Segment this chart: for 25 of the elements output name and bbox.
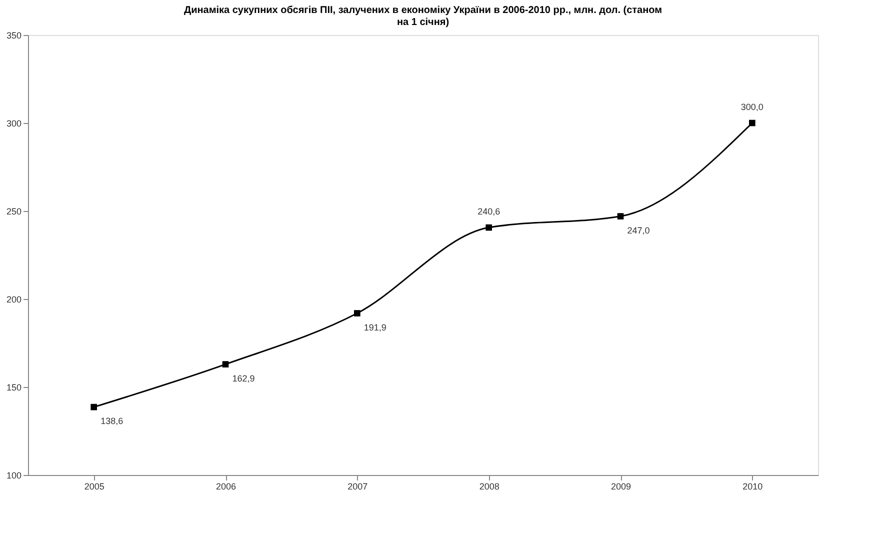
x-tick-label: 2006 <box>216 482 236 492</box>
y-tick-label: 200 <box>6 294 22 304</box>
data-label: 162,9 <box>232 373 255 384</box>
data-label: 191,9 <box>364 322 386 332</box>
x-tick-label: 2009 <box>610 482 632 492</box>
x-tick-label: 2008 <box>479 482 500 492</box>
y-tick-label: 250 <box>6 206 22 216</box>
data-label: 138,6 <box>100 416 124 426</box>
point <box>617 213 624 220</box>
data-label: 240,6 <box>478 206 500 217</box>
x-tick-label: 2010 <box>742 482 763 492</box>
y-tick-label: 350 <box>6 30 22 40</box>
y-tick-label: 100 <box>6 470 22 480</box>
x-tick-label: 2005 <box>84 482 104 492</box>
y-tick-label: 150 <box>6 382 22 392</box>
data-label: 300,0 <box>740 102 764 112</box>
point <box>90 404 97 410</box>
point <box>222 361 229 368</box>
point <box>749 120 756 126</box>
chart-title: Динаміка сукупних обсягів ПІІ, залучених в економіку України в 2006-2010 рр., млн. дол. (станом на 1 січня) <box>184 5 662 28</box>
point <box>486 224 492 231</box>
point <box>354 310 360 316</box>
x-tick-label: 2007 <box>348 482 368 492</box>
data-label: 247,0 <box>627 225 650 236</box>
y-tick-label: 300 <box>6 118 22 128</box>
